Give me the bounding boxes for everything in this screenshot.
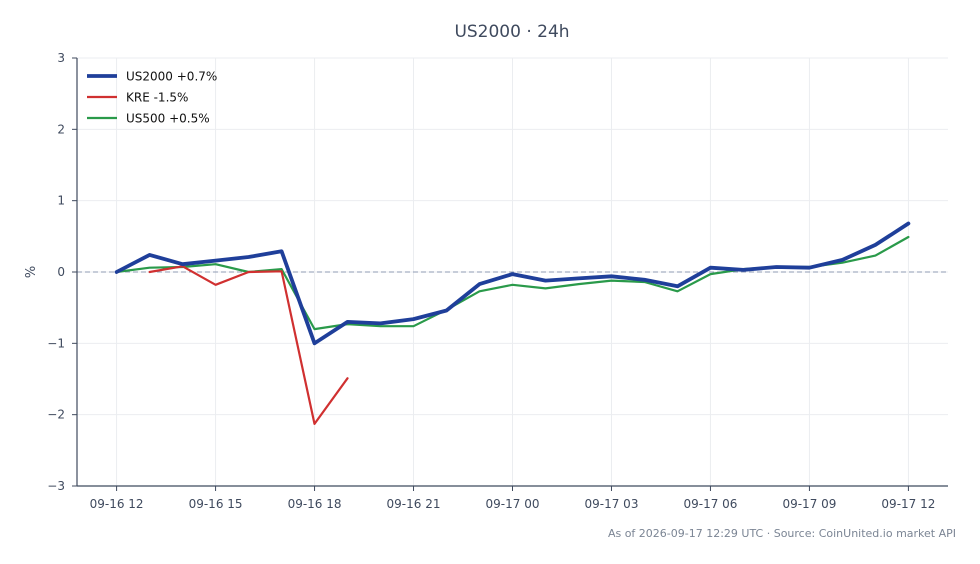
series-line-0 — [114, 221, 911, 346]
x-tick-label: 09-17 09 — [782, 497, 836, 511]
y-tick-label: −2 — [47, 408, 65, 422]
x-tick-label: 09-17 00 — [486, 497, 540, 511]
series-lines — [114, 221, 911, 425]
y-tick-label: 2 — [57, 122, 65, 136]
series-line-1 — [148, 265, 349, 425]
legend: US2000 +0.7% KRE -1.5% US500 +0.5% — [87, 70, 217, 126]
x-tick-label: 09-16 15 — [189, 497, 243, 511]
legend-label-1: KRE -1.5% — [126, 91, 188, 105]
legend-label-2: US500 +0.5% — [126, 112, 210, 126]
x-tick-label: 09-16 21 — [387, 497, 441, 511]
tick-labels: 3 2 1 0 −1 −2 −3 09-16 12 09-16 15 09-16 18 09-16 … — [47, 51, 935, 511]
y-axis-label: % — [24, 266, 39, 278]
y-tick-label: −1 — [47, 336, 65, 350]
legend-label-0: US2000 +0.7% — [126, 70, 217, 84]
y-tick-label: 3 — [57, 51, 65, 65]
x-tick-label: 09-17 03 — [585, 497, 639, 511]
x-tick-label: 09-16 12 — [90, 497, 144, 511]
chart-title: US2000 · 24h — [454, 22, 569, 42]
y-tick-label: −3 — [47, 479, 65, 493]
x-tick-label: 09-17 12 — [881, 497, 935, 511]
source-footnote: As of 2026-09-17 12:29 UTC · Source: Coi… — [608, 527, 956, 540]
x-tick-label: 09-16 18 — [288, 497, 342, 511]
y-tick-label: 1 — [57, 194, 65, 208]
x-tick-label: 09-17 06 — [683, 497, 737, 511]
y-tick-label: 0 — [57, 265, 65, 279]
axes — [72, 57, 948, 491]
